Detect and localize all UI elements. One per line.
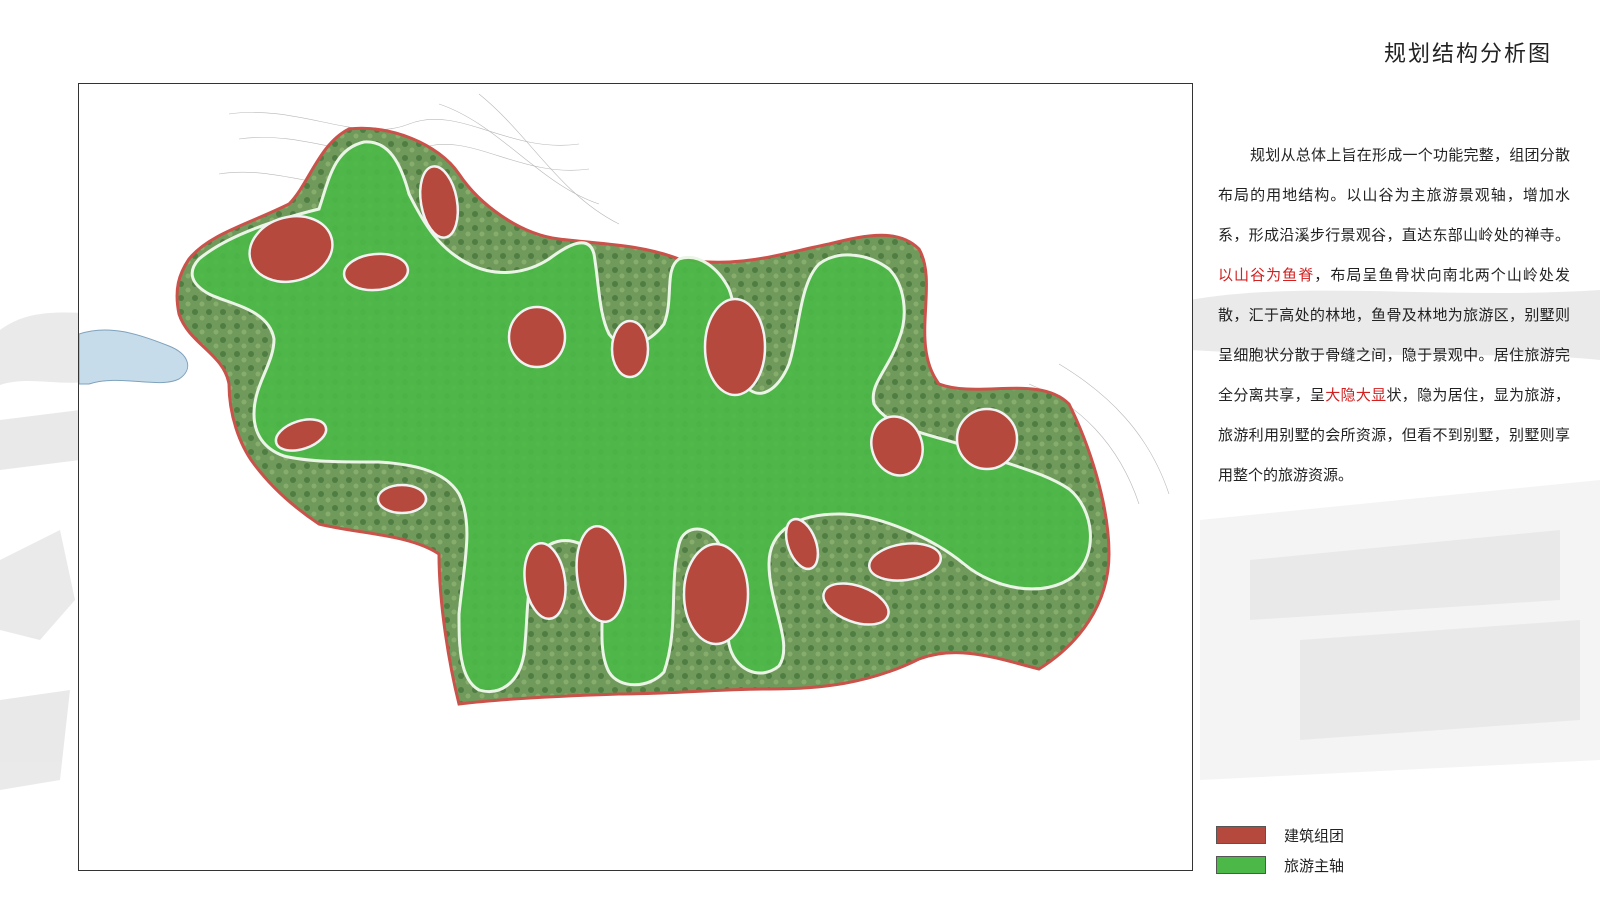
building-cluster [610,319,650,379]
building-cluster [784,517,820,571]
site-plan-map [79,93,1170,706]
legend: 建筑组团 旅游主轴 [1216,820,1344,880]
tourism-axis [190,140,1092,693]
legend-label-tourism: 旅游主轴 [1284,856,1345,875]
building-clusters [248,165,1019,646]
description-highlight-2: 大隐大显 [1325,386,1387,404]
legend-item-building: 建筑组团 [1216,820,1344,850]
description-highlight-1: 以山谷为鱼脊 [1218,266,1315,284]
building-cluster [822,582,890,626]
building-cluster [682,542,750,646]
building-cluster [418,165,460,239]
building-cluster [955,407,1019,471]
planning-description: 规划从总体上旨在形成一个功能完整，组团分散布局的用地结构。以山谷为主旅游景观轴，… [1218,135,1570,495]
page-title: 规划结构分析图 [1383,42,1552,67]
legend-swatch-tourism [1216,856,1266,874]
legend-swatch-building [1216,826,1266,844]
description-text-2: ，布局呈鱼骨状向南北两个山岭处发散，汇于高处的林地，鱼骨及林地为旅游区，别墅则呈… [1218,266,1570,404]
legend-label-building: 建筑组团 [1284,826,1345,845]
building-cluster [523,542,567,620]
building-cluster [248,214,334,284]
building-cluster [342,252,410,292]
description-text-3: 状，隐为居住，显为旅游，旅游利用别墅的会所资源，但看不到别墅，别墅则享用整个的旅… [1218,386,1570,484]
building-cluster [868,542,942,582]
map-frame [78,83,1193,871]
legend-item-tourism: 旅游主轴 [1216,850,1344,880]
building-cluster [575,524,627,624]
building-cluster [507,305,567,369]
building-cluster [703,297,767,397]
building-cluster [376,483,428,515]
description-text-1: 规划从总体上旨在形成一个功能完整，组团分散布局的用地结构。以山谷为主旅游景观轴，… [1218,146,1570,244]
building-cluster [870,415,924,477]
building-cluster [274,418,328,452]
lake-west [79,329,189,385]
